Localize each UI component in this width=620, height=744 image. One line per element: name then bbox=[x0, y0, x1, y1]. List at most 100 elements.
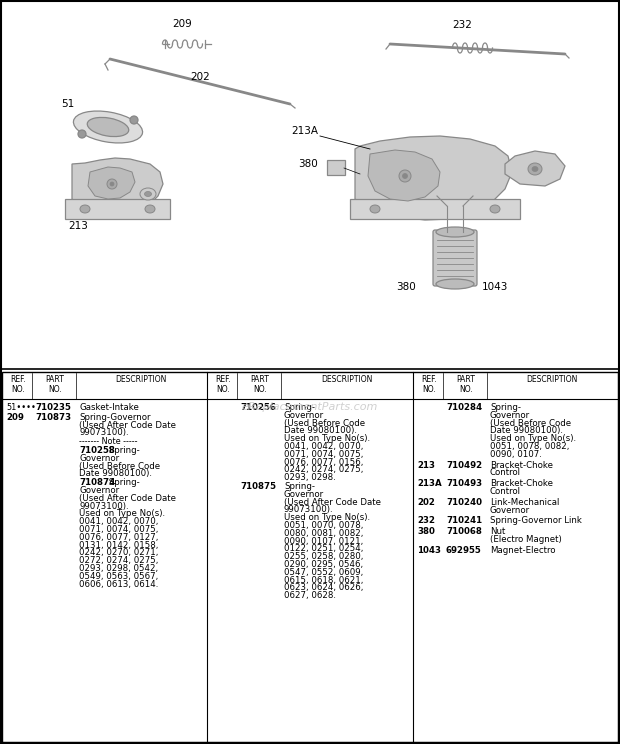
Ellipse shape bbox=[402, 173, 407, 179]
Text: 0549, 0563, 0567,: 0549, 0563, 0567, bbox=[79, 572, 158, 581]
Text: Date 99080100).: Date 99080100). bbox=[490, 426, 563, 435]
Ellipse shape bbox=[436, 279, 474, 289]
Text: Spring-: Spring- bbox=[284, 482, 315, 491]
Ellipse shape bbox=[78, 130, 86, 138]
Text: Link-Mechanical: Link-Mechanical bbox=[490, 498, 559, 507]
Polygon shape bbox=[88, 167, 135, 199]
Text: Date 99080100).: Date 99080100). bbox=[284, 426, 357, 435]
Text: 0080, 0081, 0082,: 0080, 0081, 0082, bbox=[284, 529, 363, 538]
Text: 0131, 0142, 0158,: 0131, 0142, 0158, bbox=[79, 541, 158, 550]
Text: 0242, 0270, 0271,: 0242, 0270, 0271, bbox=[79, 548, 158, 557]
Text: 0615, 0618, 0621,: 0615, 0618, 0621, bbox=[284, 576, 363, 585]
Text: 0272, 0274, 0275,: 0272, 0274, 0275, bbox=[79, 557, 158, 565]
Text: PART
NO.: PART NO. bbox=[456, 375, 476, 394]
Text: 0090, 0107, 0121,: 0090, 0107, 0121, bbox=[284, 536, 363, 545]
Ellipse shape bbox=[528, 163, 542, 175]
Text: 0071, 0074, 0075,: 0071, 0074, 0075, bbox=[284, 450, 363, 459]
Text: 0255, 0258, 0280,: 0255, 0258, 0280, bbox=[284, 552, 363, 561]
Text: 710492: 710492 bbox=[446, 461, 482, 469]
Ellipse shape bbox=[107, 179, 117, 189]
Text: 0071, 0074, 0075,: 0071, 0074, 0075, bbox=[79, 525, 158, 534]
Text: Used on Type No(s).: Used on Type No(s). bbox=[79, 510, 165, 519]
Text: 232: 232 bbox=[417, 516, 435, 525]
Text: Spring-: Spring- bbox=[490, 403, 521, 412]
Text: Governor: Governor bbox=[284, 490, 324, 498]
Text: 0041, 0042, 0070,: 0041, 0042, 0070, bbox=[284, 442, 363, 451]
Text: 213: 213 bbox=[68, 221, 88, 231]
Text: (Electro Magnet): (Electro Magnet) bbox=[490, 535, 562, 544]
Text: 710240: 710240 bbox=[446, 498, 482, 507]
Text: 51: 51 bbox=[61, 99, 74, 109]
Text: 213A: 213A bbox=[417, 479, 441, 488]
Text: 232: 232 bbox=[452, 20, 472, 30]
Text: 0122, 0251, 0254,: 0122, 0251, 0254, bbox=[284, 545, 363, 554]
Text: 0623, 0624, 0626,: 0623, 0624, 0626, bbox=[284, 583, 363, 592]
Text: 710256: 710256 bbox=[240, 403, 276, 412]
Text: 710874: 710874 bbox=[79, 478, 115, 487]
Text: Spring-: Spring- bbox=[106, 478, 140, 487]
Text: 213A: 213A bbox=[291, 126, 318, 136]
Text: Used on Type No(s).: Used on Type No(s). bbox=[284, 434, 370, 443]
Text: Date 99080100).: Date 99080100). bbox=[79, 469, 152, 478]
Text: Used on Type No(s).: Used on Type No(s). bbox=[490, 434, 576, 443]
Text: Used on Type No(s).: Used on Type No(s). bbox=[284, 513, 370, 522]
Text: Governor: Governor bbox=[79, 454, 119, 463]
Text: ------- Note -----: ------- Note ----- bbox=[79, 437, 138, 446]
Text: 0293, 0298, 0542,: 0293, 0298, 0542, bbox=[79, 564, 158, 573]
Text: Bracket-Choke: Bracket-Choke bbox=[490, 461, 553, 469]
Text: (Used After Code Date: (Used After Code Date bbox=[79, 420, 176, 429]
Polygon shape bbox=[368, 150, 440, 201]
Text: 0293, 0298.: 0293, 0298. bbox=[284, 473, 336, 482]
Text: Gasket-Intake: Gasket-Intake bbox=[79, 403, 139, 412]
Text: 0547, 0552, 0609,: 0547, 0552, 0609, bbox=[284, 568, 363, 577]
Text: 380: 380 bbox=[396, 282, 416, 292]
Text: 51••••: 51•••• bbox=[6, 403, 36, 412]
Text: Governor: Governor bbox=[490, 506, 530, 515]
Text: (Used After Code Date: (Used After Code Date bbox=[284, 498, 381, 507]
FancyBboxPatch shape bbox=[2, 372, 618, 742]
Text: 692955: 692955 bbox=[446, 546, 482, 555]
Text: REF.
NO.: REF. NO. bbox=[421, 375, 437, 394]
Text: (Used Before Code: (Used Before Code bbox=[490, 419, 571, 428]
Text: PART
NO.: PART NO. bbox=[45, 375, 64, 394]
Text: 0627, 0628.: 0627, 0628. bbox=[284, 591, 336, 600]
Text: 0076, 0077, 0156,: 0076, 0077, 0156, bbox=[284, 458, 363, 466]
Ellipse shape bbox=[145, 205, 155, 213]
FancyBboxPatch shape bbox=[433, 230, 477, 286]
Text: 0606, 0613, 0614.: 0606, 0613, 0614. bbox=[79, 580, 158, 589]
Text: Magnet-Electro: Magnet-Electro bbox=[490, 546, 556, 555]
Text: 380: 380 bbox=[417, 527, 435, 536]
Text: 202: 202 bbox=[190, 72, 210, 82]
Ellipse shape bbox=[87, 118, 129, 137]
Text: 710875: 710875 bbox=[240, 482, 276, 491]
Ellipse shape bbox=[436, 227, 474, 237]
Text: 0051, 0070, 0078,: 0051, 0070, 0078, bbox=[284, 521, 363, 530]
Text: Control: Control bbox=[490, 487, 521, 496]
Ellipse shape bbox=[532, 167, 538, 172]
Text: Governor: Governor bbox=[284, 411, 324, 420]
Text: 0290, 0295, 0546,: 0290, 0295, 0546, bbox=[284, 560, 363, 569]
Text: (Used After Code Date: (Used After Code Date bbox=[79, 494, 176, 503]
Polygon shape bbox=[505, 151, 565, 186]
Text: 1043: 1043 bbox=[417, 546, 441, 555]
Text: 99073100).: 99073100). bbox=[284, 505, 334, 514]
Text: REF.
NO.: REF. NO. bbox=[10, 375, 26, 394]
Text: 0051, 0078, 0082,: 0051, 0078, 0082, bbox=[490, 442, 569, 451]
Text: 1043: 1043 bbox=[482, 282, 508, 292]
Text: 99073100).: 99073100). bbox=[79, 429, 128, 437]
Text: Spring-: Spring- bbox=[284, 403, 315, 412]
Text: DESCRIPTION: DESCRIPTION bbox=[526, 375, 578, 384]
Text: DESCRIPTION: DESCRIPTION bbox=[321, 375, 373, 384]
Text: 99073100).: 99073100). bbox=[79, 501, 128, 510]
Ellipse shape bbox=[110, 182, 114, 186]
Ellipse shape bbox=[140, 188, 156, 200]
Polygon shape bbox=[350, 199, 520, 219]
Text: 710068: 710068 bbox=[446, 527, 482, 536]
Text: 710235: 710235 bbox=[35, 403, 71, 412]
Text: eReplacementParts.com: eReplacementParts.com bbox=[242, 402, 378, 412]
Polygon shape bbox=[65, 199, 170, 219]
Ellipse shape bbox=[130, 116, 138, 124]
Text: (Used Before Code: (Used Before Code bbox=[284, 419, 365, 428]
Text: 380: 380 bbox=[298, 159, 318, 169]
Ellipse shape bbox=[144, 191, 151, 196]
